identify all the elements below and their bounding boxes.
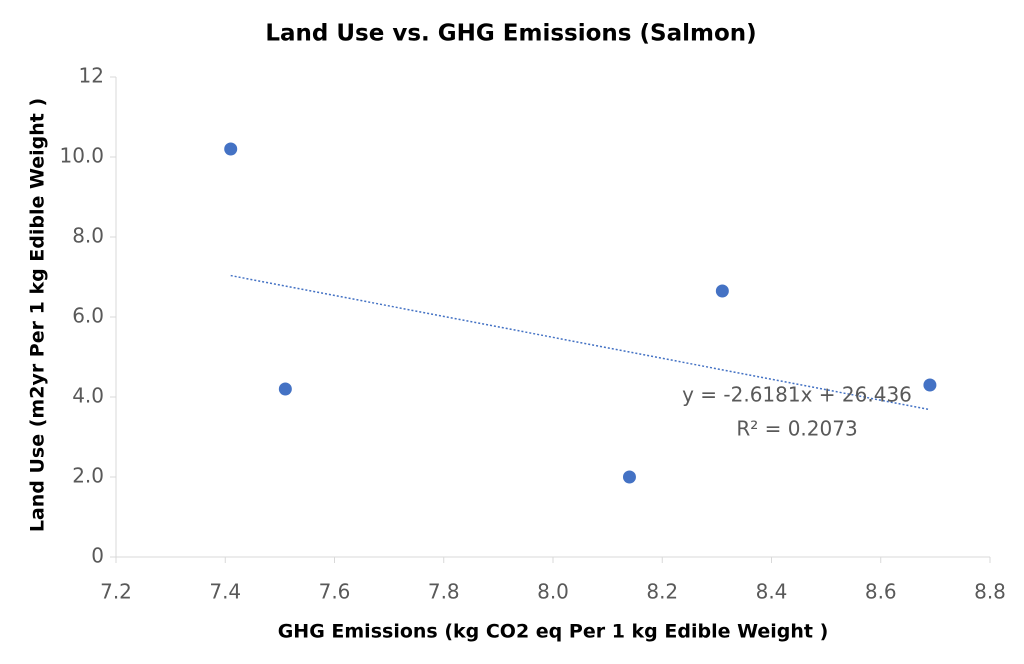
x-tick-label: 7.2 — [100, 580, 132, 604]
x-tick-label: 7.6 — [319, 580, 351, 604]
point — [224, 142, 238, 156]
x-tick-label: 8.6 — [865, 580, 897, 604]
y-tick-label: 0 — [91, 544, 104, 568]
trendline — [230, 274, 931, 411]
y-tick-label: 8.0 — [72, 224, 104, 248]
x-tick-label: 8.0 — [537, 580, 569, 604]
point — [622, 470, 636, 484]
trendline-equation: y = -2.6181x + 26.436 — [682, 383, 912, 407]
point — [715, 284, 729, 298]
y-tick-label: 2.0 — [72, 464, 104, 488]
x-tick-label: 8.2 — [646, 580, 678, 604]
point — [923, 378, 937, 392]
y-tick-label: 4.0 — [72, 384, 104, 408]
x-tick-label: 7.4 — [209, 580, 241, 604]
y-tick-label: 10.0 — [59, 144, 104, 168]
y-axis-title: Land Use (m2yr Per 1 kg Edible Weight ) — [27, 98, 49, 532]
x-axis-title: GHG Emissions (kg CO2 eq Per 1 kg Edible… — [278, 621, 829, 643]
x-tick-label: 8.4 — [756, 580, 788, 604]
trendline-r2: R² = 0.2073 — [736, 417, 857, 441]
y-tick-label: 12 — [79, 64, 104, 88]
point — [278, 382, 292, 396]
x-tick-label: 7.8 — [428, 580, 460, 604]
y-tick-label: 6.0 — [72, 304, 104, 328]
chart-title: Land Use vs. GHG Emissions (Salmon) — [265, 21, 756, 47]
x-tick-label: 8.8 — [974, 580, 1006, 604]
